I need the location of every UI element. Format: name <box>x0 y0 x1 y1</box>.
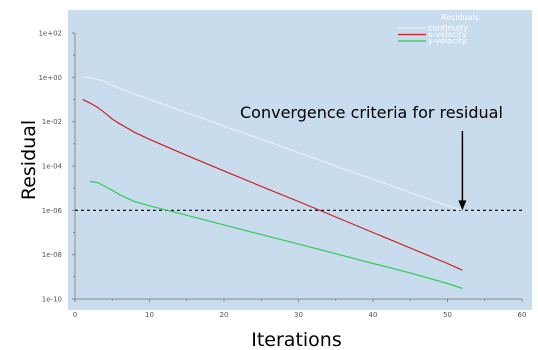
series-line-continuity <box>82 76 463 211</box>
y-tick-label: 1e+00 <box>38 74 62 82</box>
y-tick-label: 1e-04 <box>42 163 63 171</box>
x-tick-label: 60 <box>518 311 527 319</box>
x-axis-title: Iterations <box>251 329 342 350</box>
series-line-y-velocity <box>89 180 463 289</box>
x-tick-label: 0 <box>73 311 77 319</box>
y-tick-label: 1e-08 <box>42 251 62 259</box>
x-tick-label: 10 <box>145 311 154 319</box>
y-axis-title: Residual <box>18 120 40 200</box>
plot-area <box>68 10 532 310</box>
x-tick-label: 40 <box>369 311 378 319</box>
y-tick-label: 1e-06 <box>42 207 63 215</box>
y-tick-label: 1e-10 <box>42 296 62 304</box>
y-tick-label: 1e+02 <box>38 30 62 38</box>
x-tick-label: 50 <box>443 311 452 319</box>
legend-title: Residuals <box>441 13 479 22</box>
series-line-x-velocity <box>82 98 463 271</box>
y-tick-label: 1e-02 <box>42 118 62 126</box>
legend-label-continuity: continuity <box>428 24 468 33</box>
annotation-arrowhead <box>458 200 467 211</box>
x-tick-label: 20 <box>220 311 229 319</box>
legend-label-x-velocity: x-velocity <box>428 30 467 39</box>
x-tick-label: 30 <box>294 311 303 319</box>
annotation-text: Convergence criteria for residual <box>240 103 503 122</box>
legend-label-y-velocity: y-velocity <box>428 37 467 46</box>
